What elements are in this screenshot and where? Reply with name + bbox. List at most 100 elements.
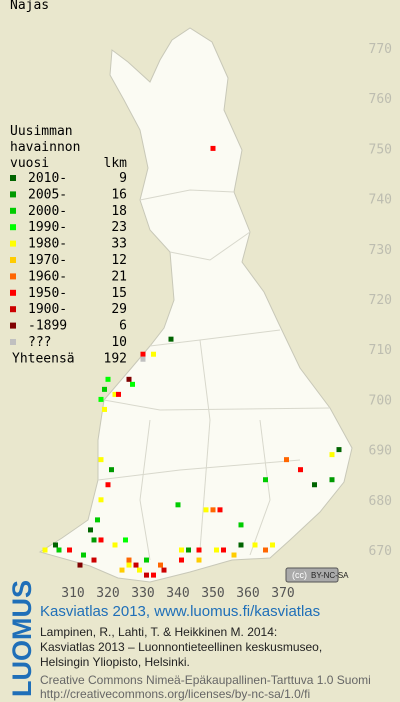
y-tick-label: 750 bbox=[369, 142, 392, 157]
observation-square bbox=[179, 547, 184, 553]
observation-square bbox=[161, 567, 167, 573]
legend-swatch bbox=[10, 273, 16, 280]
observation-square bbox=[214, 547, 219, 553]
legend-label: 1900- bbox=[28, 302, 67, 317]
observation-square bbox=[42, 547, 48, 553]
observation-square bbox=[186, 547, 191, 553]
map-title: Najas bbox=[10, 0, 49, 13]
observation-square bbox=[98, 457, 104, 463]
legend-swatch bbox=[10, 339, 16, 345]
observation-square bbox=[263, 547, 268, 553]
legend-swatch bbox=[10, 207, 16, 214]
legend-swatch bbox=[10, 191, 16, 198]
observation-square bbox=[126, 557, 132, 563]
observation-square bbox=[284, 457, 289, 463]
observation-square bbox=[126, 562, 132, 568]
observation-square bbox=[91, 537, 97, 543]
observation-square bbox=[298, 467, 303, 473]
y-tick-label: 670 bbox=[369, 544, 392, 559]
observation-square bbox=[98, 396, 104, 402]
observation-square bbox=[105, 482, 111, 488]
y-tick-label: 680 bbox=[369, 494, 392, 509]
legend-swatch bbox=[10, 257, 16, 263]
legend-header: havainnon bbox=[10, 140, 80, 155]
legend-label: 1950- bbox=[28, 286, 67, 301]
footer-heading: Kasviatlas 2013, www.luomus.fi/kasviatla… bbox=[40, 603, 320, 620]
observation-square bbox=[77, 562, 83, 568]
observation-square bbox=[137, 567, 142, 573]
observation-square bbox=[119, 567, 125, 573]
legend-count-header: lkm bbox=[104, 156, 128, 171]
y-tick-label: 690 bbox=[369, 444, 392, 459]
observation-square bbox=[179, 557, 184, 563]
x-tick-label: 340 bbox=[166, 586, 189, 601]
legend-count: 15 bbox=[111, 286, 127, 301]
y-tick-label: 730 bbox=[369, 243, 392, 258]
observation-square bbox=[252, 542, 258, 548]
observation-square bbox=[56, 547, 62, 553]
observation-square bbox=[270, 542, 275, 548]
legend-count: 9 bbox=[119, 171, 127, 186]
observation-square bbox=[312, 482, 317, 488]
legend-count: 23 bbox=[111, 220, 127, 235]
y-tick-label: 740 bbox=[369, 193, 392, 208]
observation-square bbox=[105, 376, 111, 382]
observation-square bbox=[81, 552, 86, 558]
legend-total: 192 bbox=[104, 351, 127, 366]
observation-square bbox=[109, 467, 114, 473]
y-tick-label: 720 bbox=[369, 293, 392, 308]
cc-icon: (cc) bbox=[292, 570, 307, 580]
citation-line: Kasviatlas 2013 – Luonnontieteellinen ke… bbox=[40, 640, 322, 654]
observation-square bbox=[112, 542, 118, 548]
citation-line: Helsingin Yliopisto, Helsinki. bbox=[40, 655, 190, 669]
legend-label: 1960- bbox=[28, 269, 67, 284]
x-tick-label: 360 bbox=[236, 586, 259, 601]
observation-square bbox=[151, 351, 156, 357]
legend-label: 1980- bbox=[28, 237, 67, 252]
observation-square bbox=[112, 391, 118, 397]
observation-square bbox=[95, 517, 100, 523]
observation-square bbox=[123, 537, 128, 543]
legend-swatch bbox=[10, 224, 16, 231]
observation-square bbox=[140, 351, 146, 357]
x-tick-label: 320 bbox=[96, 586, 119, 601]
legend-header: vuosi bbox=[10, 156, 49, 171]
x-tick-label: 310 bbox=[61, 586, 84, 601]
observation-square bbox=[140, 356, 146, 362]
legend-count: 33 bbox=[111, 237, 127, 252]
citation-line: Lampinen, R., Lahti, T. & Heikkinen M. 2… bbox=[40, 625, 277, 639]
observation-square bbox=[133, 562, 139, 568]
observation-square bbox=[231, 552, 237, 558]
observation-square bbox=[53, 542, 58, 548]
y-tick-label: 760 bbox=[369, 92, 392, 107]
region-borders bbox=[97, 189, 331, 561]
legend-swatch bbox=[10, 240, 16, 247]
legend-count: 12 bbox=[111, 253, 127, 268]
legend-count: 18 bbox=[111, 204, 127, 219]
x-tick-label: 330 bbox=[131, 586, 154, 601]
legend-swatch bbox=[10, 175, 16, 181]
observation-square bbox=[217, 507, 223, 513]
observation-square bbox=[329, 477, 335, 483]
observation-square bbox=[336, 447, 342, 453]
legend-label: 2005- bbox=[28, 187, 67, 202]
legend-count: 21 bbox=[111, 269, 127, 284]
license-line: Creative Commons Nimeä-Epäkaupallinen-Ta… bbox=[40, 673, 371, 687]
legend-label: 1970- bbox=[28, 253, 67, 268]
observation-square bbox=[196, 547, 202, 553]
cc-badge-text: BY-NC-SA bbox=[311, 571, 349, 580]
observation-square bbox=[98, 537, 104, 543]
legend-count: 16 bbox=[111, 187, 127, 202]
observation-square bbox=[130, 381, 135, 387]
legend-total-label: Yhteensä bbox=[12, 351, 75, 366]
observation-square bbox=[238, 542, 244, 548]
observation-square bbox=[168, 336, 174, 342]
legend-swatch bbox=[10, 306, 16, 313]
cc-badge bbox=[285, 567, 339, 583]
observation-square bbox=[238, 522, 244, 528]
x-tick-label: 350 bbox=[201, 586, 224, 601]
legend-count: 10 bbox=[111, 335, 127, 350]
x-tick-label: 370 bbox=[271, 586, 294, 601]
legend-label: 2000- bbox=[28, 204, 67, 219]
observation-square bbox=[158, 562, 163, 568]
